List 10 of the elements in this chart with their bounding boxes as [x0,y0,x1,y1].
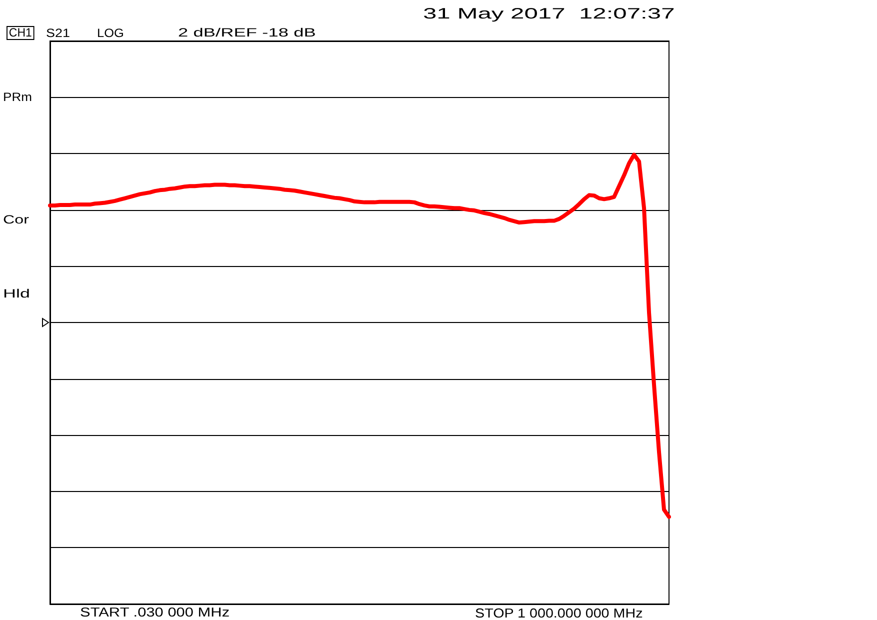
text: PRm [3,90,32,104]
text: S21 [46,26,70,40]
text: LOG [97,26,124,40]
text: 31 May 2017 12:07:37 [423,6,675,22]
text: START .030 000 MHz [80,606,230,620]
text: CH1 [8,26,32,40]
text: 2 dB/REF -18 dB [178,26,316,40]
text: Hld [3,287,30,301]
text: STOP 1 000.000 000 MHz [475,606,643,620]
text: Cor [3,213,30,227]
